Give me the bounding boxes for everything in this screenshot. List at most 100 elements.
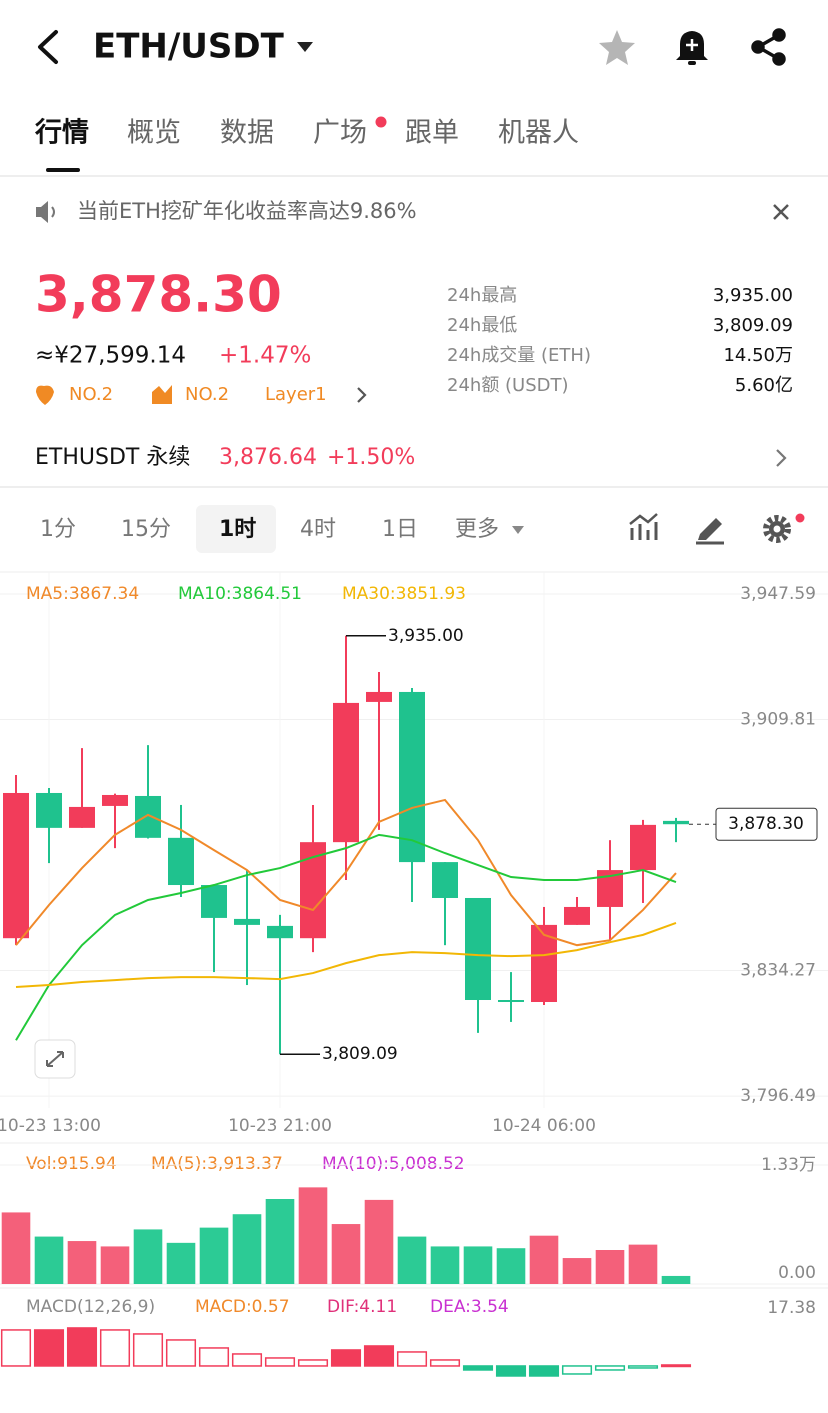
tab[interactable]: 跟单 (405, 118, 459, 149)
interval[interactable]: 4时 (300, 517, 336, 542)
close-notice[interactable] (773, 204, 789, 220)
last-price-box (715, 807, 818, 841)
candle-body (465, 897, 491, 1001)
y-tick-label: 3,796.49 (740, 1086, 816, 1106)
volume-bar (34, 1236, 64, 1284)
volume-bar (496, 1248, 526, 1284)
y-tick-label: 17.38 (767, 1298, 816, 1318)
y-tick-label: 3,947.59 (740, 584, 816, 604)
draw-icon[interactable] (696, 518, 724, 545)
fullscreen-icon (46, 1051, 64, 1067)
rank-icon (36, 385, 54, 405)
badge[interactable]: Layer1 (265, 384, 327, 405)
perp-price: 3,876.64 (219, 445, 317, 470)
stat-label: 24h最低 (447, 315, 517, 336)
candle-body (663, 820, 689, 825)
x-tick-label: 10-23 13:00 (0, 1116, 101, 1136)
notice-text[interactable]: 当前ETH挖矿年化收益率高达9.86% (77, 199, 417, 223)
indicator-icon[interactable] (629, 513, 658, 540)
interval[interactable]: 1时 (219, 517, 256, 542)
macd-bar (660, 1364, 692, 1368)
macd-bar (363, 1345, 395, 1367)
alert-icon[interactable] (676, 31, 708, 65)
settings-badge (795, 513, 805, 523)
tab[interactable]: 行情 (34, 117, 89, 149)
tab[interactable]: 概览 (127, 118, 181, 149)
legend-entry: MA10:3864.51 (178, 584, 302, 604)
cny-price: ≈¥27,599.14 (35, 343, 186, 369)
speaker-icon (51, 206, 55, 218)
chevron[interactable] (357, 387, 367, 403)
interval[interactable]: 1分 (40, 517, 76, 542)
volume-bar (265, 1199, 295, 1284)
candle-body (498, 1000, 524, 1003)
candle-body (36, 792, 62, 828)
chevron[interactable] (776, 449, 787, 467)
volume-bar (397, 1236, 427, 1284)
macd-bar (561, 1365, 593, 1375)
interval[interactable]: 1日 (382, 517, 418, 542)
interval[interactable]: 15分 (121, 517, 171, 542)
high-label: 3,935.00 (388, 626, 464, 646)
candle-body (168, 837, 194, 886)
volume-bar (364, 1199, 394, 1284)
share-icon[interactable] (751, 28, 786, 66)
macd-bar (396, 1351, 428, 1367)
macd-bar (231, 1353, 263, 1367)
macd-bar (594, 1365, 626, 1371)
y-tick-label: 3,834.27 (740, 961, 816, 981)
y-tick-label: 1.33万 (761, 1155, 816, 1175)
legend-entry: MACD(12,26,9) (26, 1297, 155, 1317)
stat-label: 24h最高 (447, 285, 517, 306)
interval[interactable]: 更多 (455, 517, 499, 542)
macd-bar (495, 1365, 527, 1377)
settings-icon[interactable] (763, 515, 791, 543)
ma-line (15, 833, 677, 1041)
volume-bar (430, 1246, 460, 1284)
legend-entry: MA(10):5,008.52 (322, 1154, 465, 1174)
candle-body (3, 792, 29, 939)
macd-bar (528, 1365, 560, 1377)
perp-name[interactable]: ETHUSDT 永续 (35, 445, 190, 470)
legend-entry: Vol:915.94 (26, 1154, 117, 1174)
tab[interactable]: 广场 (313, 118, 367, 149)
candle-body (267, 925, 293, 939)
macd-bar (627, 1365, 659, 1369)
pair-title[interactable]: ETH/USDT (93, 27, 285, 67)
candle-body (399, 691, 425, 863)
macd-bar (132, 1333, 164, 1367)
legend-entry: DEA:3.54 (430, 1297, 509, 1317)
candle-body (432, 862, 458, 898)
back-button[interactable] (38, 30, 58, 64)
legend-entry: MA5:3867.34 (26, 584, 139, 604)
badge[interactable]: NO.2 (69, 384, 113, 405)
stat-label: 24h额 (USDT) (447, 375, 569, 396)
macd-bar (99, 1329, 131, 1367)
volume-bar (661, 1275, 691, 1284)
macd-bar (198, 1347, 230, 1367)
dropdown-arrow[interactable] (512, 526, 524, 534)
tab[interactable]: 机器人 (498, 118, 579, 149)
volume-bar (331, 1224, 361, 1284)
volume-bar (628, 1244, 658, 1284)
dropdown-arrow[interactable] (297, 42, 313, 52)
tab-badge (375, 116, 387, 128)
volume-bar (562, 1258, 592, 1284)
badge[interactable]: NO.2 (185, 384, 229, 405)
candle-body (366, 691, 392, 702)
y-tick-label: 3,909.81 (740, 710, 816, 730)
volume-bar (133, 1229, 163, 1284)
macd-bar (33, 1329, 65, 1367)
candle-body (531, 924, 557, 1002)
favorite-icon[interactable] (599, 30, 635, 65)
macd-bar (0, 1329, 32, 1367)
macd-bar (264, 1357, 296, 1367)
tab[interactable]: 数据 (220, 118, 274, 149)
volume-bar (67, 1241, 97, 1284)
speaker-icon (36, 201, 48, 223)
tab-indicator (46, 168, 80, 172)
stat-value: 3,809.09 (713, 315, 793, 336)
volume-bar (463, 1246, 493, 1284)
legend-entry: DIF:4.11 (327, 1297, 397, 1317)
ma-line (15, 921, 677, 989)
